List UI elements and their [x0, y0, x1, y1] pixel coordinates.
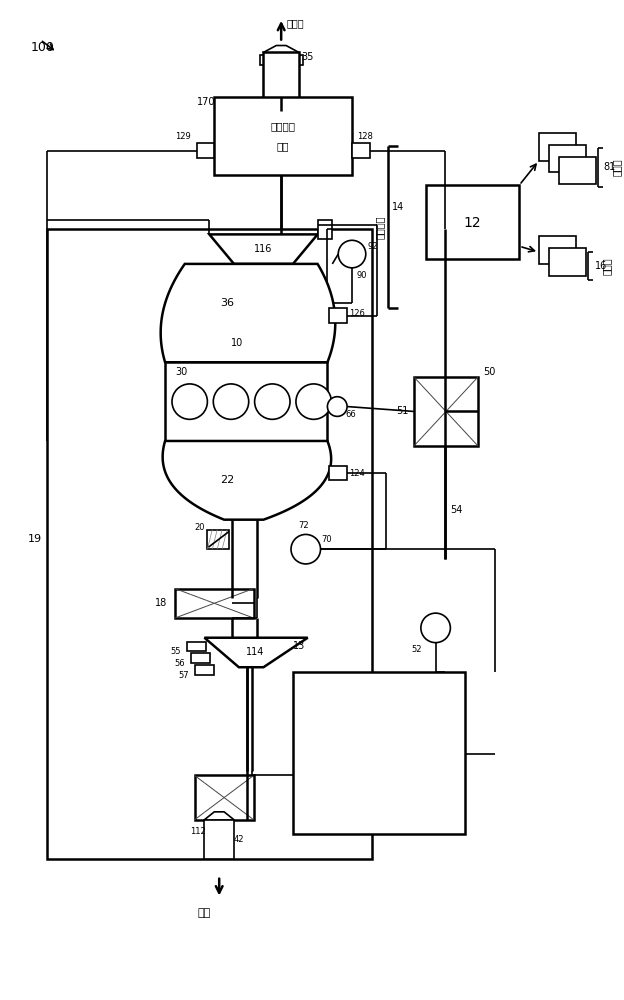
- Text: 128: 128: [357, 132, 373, 141]
- Text: 50: 50: [483, 367, 495, 377]
- Bar: [195, 775, 253, 820]
- Text: 致动器: 致动器: [612, 159, 622, 176]
- Text: 70: 70: [321, 535, 332, 544]
- Bar: [187, 642, 207, 651]
- Bar: [539, 133, 577, 161]
- Bar: [260, 55, 303, 65]
- Bar: [548, 145, 586, 172]
- Text: 控制系统: 控制系统: [374, 215, 384, 239]
- Bar: [165, 362, 328, 441]
- Circle shape: [338, 240, 366, 268]
- Text: 114: 114: [246, 647, 265, 657]
- Polygon shape: [163, 441, 331, 520]
- Text: 56: 56: [174, 659, 185, 668]
- Bar: [175, 589, 253, 618]
- Text: 81: 81: [604, 162, 616, 172]
- Polygon shape: [210, 234, 318, 264]
- Bar: [205, 820, 234, 859]
- Text: 30: 30: [175, 367, 187, 377]
- Text: 12: 12: [463, 216, 481, 230]
- Bar: [207, 530, 229, 549]
- Circle shape: [172, 384, 207, 419]
- Text: 13: 13: [293, 641, 305, 651]
- Text: 92: 92: [368, 242, 378, 251]
- Text: 112: 112: [190, 827, 205, 836]
- Text: 129: 129: [175, 132, 191, 141]
- Text: 19: 19: [28, 534, 42, 544]
- Text: 126: 126: [349, 309, 365, 318]
- Bar: [539, 236, 577, 264]
- Text: 42: 42: [234, 835, 245, 844]
- Text: 54: 54: [451, 505, 463, 515]
- Text: 170: 170: [197, 97, 215, 107]
- Text: 36: 36: [220, 298, 234, 308]
- Text: 51: 51: [396, 406, 409, 416]
- Bar: [266, 57, 296, 111]
- Bar: [47, 229, 372, 859]
- Text: 22: 22: [220, 475, 234, 485]
- Text: 至大气: 至大气: [286, 18, 304, 28]
- Bar: [214, 97, 352, 175]
- Circle shape: [213, 384, 249, 419]
- Polygon shape: [160, 264, 335, 362]
- Bar: [293, 672, 465, 834]
- Text: 57: 57: [178, 671, 188, 680]
- Text: 124: 124: [349, 469, 365, 478]
- Text: 90: 90: [357, 271, 368, 280]
- Circle shape: [291, 534, 321, 564]
- Text: 传感器: 传感器: [602, 257, 612, 275]
- Text: 装置: 装置: [277, 141, 290, 151]
- Text: 18: 18: [155, 598, 167, 608]
- Circle shape: [296, 384, 331, 419]
- Text: 20: 20: [195, 523, 205, 532]
- Bar: [414, 377, 478, 446]
- Text: 进气: 进气: [198, 908, 211, 918]
- Bar: [329, 466, 347, 480]
- Text: 55: 55: [170, 647, 180, 656]
- Bar: [558, 157, 596, 184]
- Polygon shape: [205, 638, 308, 667]
- Text: 116: 116: [255, 244, 273, 254]
- Bar: [548, 248, 586, 276]
- Text: 52: 52: [411, 645, 422, 654]
- Bar: [426, 185, 519, 259]
- Bar: [263, 52, 299, 111]
- Circle shape: [421, 613, 451, 643]
- Circle shape: [255, 384, 290, 419]
- Text: 100: 100: [31, 41, 54, 54]
- Bar: [329, 308, 347, 323]
- Text: 10: 10: [231, 338, 243, 348]
- Text: 66: 66: [345, 410, 356, 419]
- Bar: [318, 220, 333, 239]
- Bar: [191, 653, 210, 663]
- Text: 16: 16: [595, 261, 607, 271]
- Bar: [197, 143, 214, 158]
- Circle shape: [328, 397, 347, 416]
- Text: 35: 35: [301, 52, 313, 62]
- Bar: [352, 143, 369, 158]
- Text: 排放控制: 排放控制: [271, 121, 296, 131]
- Text: 14: 14: [392, 202, 404, 212]
- Bar: [195, 665, 214, 675]
- Text: 72: 72: [298, 521, 308, 530]
